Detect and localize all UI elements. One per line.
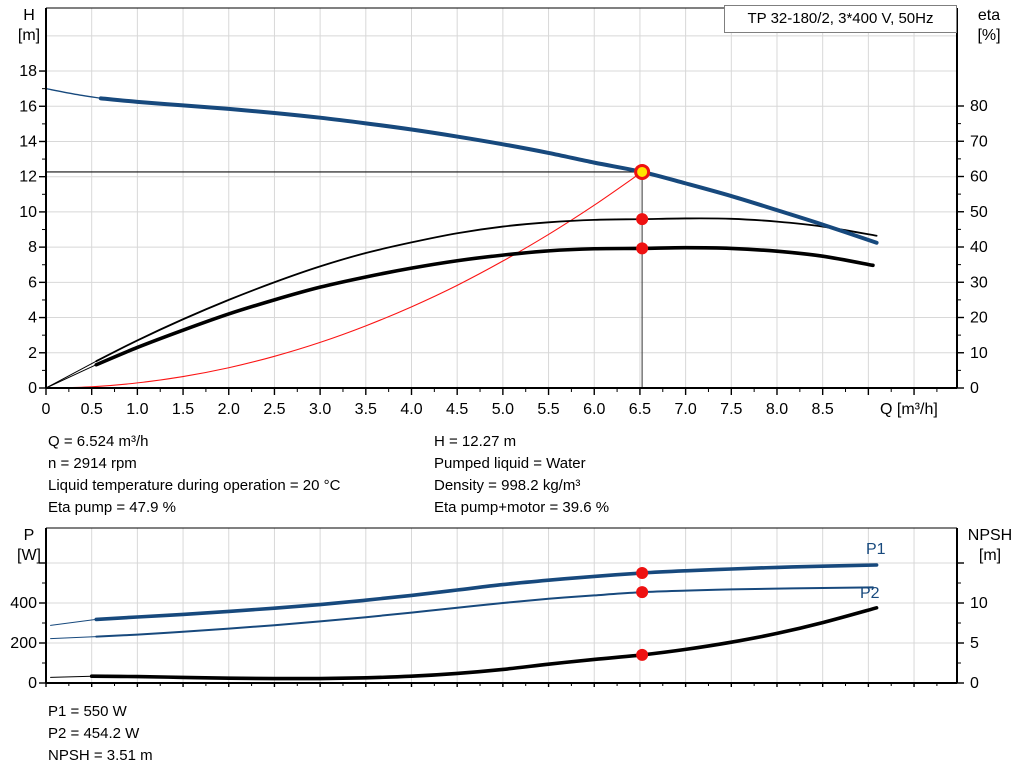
y-right-tick-label: 10 <box>970 595 988 612</box>
x-tick-label: 1.5 <box>172 401 194 418</box>
y-right-tick-label: 80 <box>970 98 988 115</box>
x-tick-label: 1.0 <box>126 401 148 418</box>
eta-axis-label-line2: [%] <box>977 27 1001 44</box>
p-axis-label-line1: P <box>23 527 35 544</box>
y-right-tick-label: 30 <box>970 274 988 291</box>
p1-curve <box>94 563 879 622</box>
eta-axis-label: eta [%] <box>966 6 1012 46</box>
y-right-tick-label: 20 <box>970 310 988 327</box>
p1-curve-label: P1 <box>866 541 886 558</box>
npsh-axis-label: NPSH [m] <box>960 526 1020 566</box>
y-left-tick-label: 0 <box>28 675 37 692</box>
info-p2: P2 = 454.2 W <box>48 725 140 742</box>
operating-point-info-left: Q = 6.524 m³/h n = 2914 rpm Liquid tempe… <box>48 431 340 519</box>
y-left-tick-label: 0 <box>28 380 37 397</box>
y-right-tick-label: 5 <box>970 635 979 652</box>
npsh-curve <box>89 606 879 681</box>
eta-pump-point <box>636 213 649 226</box>
pump-type-title: TP 32-180/2, 3*400 V, 50Hz <box>724 5 957 33</box>
y-left-tick-label: 200 <box>10 635 37 652</box>
eta-pump-motor-lead <box>45 364 97 389</box>
p2-curve <box>95 586 874 638</box>
info-density: Density = 998.2 kg/m³ <box>434 477 581 494</box>
y-left-tick-label: 14 <box>19 133 37 150</box>
p2-point <box>636 586 649 599</box>
y-left-tick-label: 4 <box>28 310 37 327</box>
npsh-curve-lead <box>50 675 93 678</box>
y-left-tick-label: 10 <box>19 204 37 221</box>
x-tick-label: 7.5 <box>720 401 742 418</box>
x-tick-label: 3.5 <box>355 401 377 418</box>
info-pumped-liquid: Pumped liquid = Water <box>434 455 586 472</box>
x-tick-label: 7.0 <box>674 401 696 418</box>
y-left-tick-label: 8 <box>28 239 37 256</box>
p2-curve-label: P2 <box>860 585 880 602</box>
y-right-tick-label: 40 <box>970 239 988 256</box>
x-tick-label: 6.0 <box>583 401 605 418</box>
info-head: H = 12.27 m <box>434 433 517 450</box>
x-tick-label: 3.0 <box>309 401 331 418</box>
h-axis-label: H [m] <box>8 6 50 46</box>
y-right-tick-label: 50 <box>970 204 988 221</box>
y-left-tick-label: 2 <box>28 345 37 362</box>
info-npsh: NPSH = 3.51 m <box>48 747 153 764</box>
x-tick-label: 4.0 <box>400 401 422 418</box>
x-tick-label: 8.5 <box>812 401 834 418</box>
y-right-tick-label: 70 <box>970 133 988 150</box>
eta-pump <box>95 217 878 363</box>
x-tick-label: 5.0 <box>492 401 514 418</box>
eta-pump-lead <box>45 360 97 389</box>
eta-pump-motor-point <box>636 242 649 255</box>
x-tick-label: 0 <box>42 401 51 418</box>
eta-axis-label-line1: eta <box>977 7 1001 24</box>
p1-curve-lead <box>50 618 97 626</box>
p-axis-label-line2: [W] <box>17 547 41 564</box>
info-p1: P1 = 550 W <box>48 703 127 720</box>
hq-curve <box>98 96 879 245</box>
h-axis-label-line2: [m] <box>17 27 41 44</box>
x-tick-label: 6.5 <box>629 401 651 418</box>
y-right-tick-label: 0 <box>970 675 979 692</box>
x-tick-label: 4.5 <box>446 401 468 418</box>
h-axis-label-line1: H <box>23 7 35 24</box>
p1-point <box>636 567 649 579</box>
x-tick-label: 2.0 <box>218 401 240 418</box>
eta-pump-motor <box>94 245 875 367</box>
info-speed: n = 2914 rpm <box>48 455 137 472</box>
q-axis-label: Q [m³/h] <box>880 401 938 418</box>
info-flow: Q = 6.524 m³/h <box>48 433 149 450</box>
npsh-point <box>636 648 649 661</box>
y-left-tick-label: 6 <box>28 274 37 291</box>
npsh-axis-label-line2: [m] <box>978 547 1002 564</box>
hq-curve-lead <box>45 88 102 99</box>
system-curve <box>45 171 643 389</box>
x-tick-label: 2.5 <box>263 401 285 418</box>
x-tick-label: 5.5 <box>537 401 559 418</box>
info-eta-pump: Eta pump = 47.9 % <box>48 499 176 516</box>
p-axis-label: P [W] <box>8 526 50 566</box>
x-tick-label: 8.0 <box>766 401 788 418</box>
y-right-tick-label: 10 <box>970 345 988 362</box>
x-tick-label: 0.5 <box>81 401 103 418</box>
duty-point <box>634 163 651 180</box>
y-left-tick-label: 400 <box>10 595 37 612</box>
power-info-block: P1 = 550 W P2 = 454.2 W NPSH = 3.51 m <box>48 701 153 767</box>
y-right-tick-label: 60 <box>970 169 988 186</box>
npsh-axis-label-line1: NPSH <box>967 527 1013 544</box>
y-left-tick-label: 18 <box>19 63 37 80</box>
y-left-tick-label: 12 <box>19 169 37 186</box>
info-liquid-temperature: Liquid temperature during operation = 20… <box>48 477 341 494</box>
info-eta-pump-motor: Eta pump+motor = 39.6 % <box>434 499 610 516</box>
p2-curve-lead <box>50 636 97 640</box>
y-left-tick-label: 16 <box>19 98 37 115</box>
operating-point-info-right: H = 12.27 m Pumped liquid = Water Densit… <box>434 431 609 519</box>
y-right-tick-label: 0 <box>970 380 979 397</box>
